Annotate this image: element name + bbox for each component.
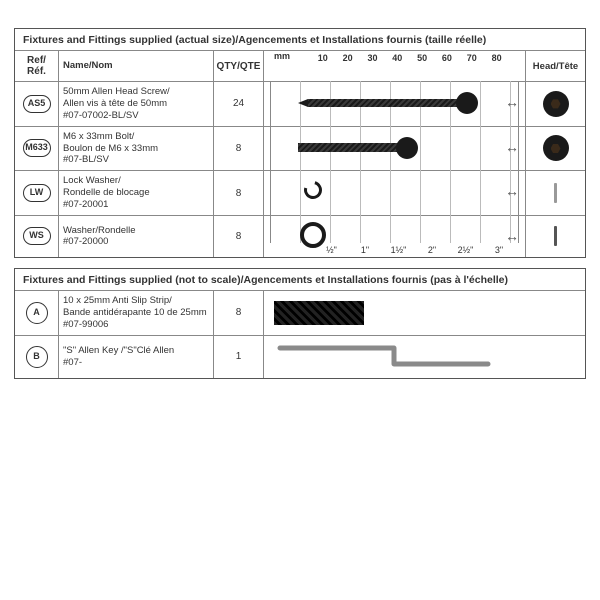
item-illustration: ↔ [264, 216, 525, 257]
item-name: M6 x 33mm Bolt/ Boulon de M6 x 33mm #07-… [59, 127, 214, 171]
table-row: WS Washer/Rondelle #07-20000 8 ↔ [15, 215, 585, 257]
hex-head-icon [543, 135, 569, 161]
washer-side-icon [554, 226, 557, 246]
item-illustration [264, 336, 585, 378]
hdr-ref: Ref/ Réf. [15, 51, 59, 81]
table-row: AS5 50mm Allen Head Screw/ Allen vis à t… [15, 81, 585, 126]
washer-side-icon [554, 183, 557, 203]
table-row: LW Lock Washer/ Rondelle de blocage #07-… [15, 170, 585, 215]
item-head [525, 127, 585, 171]
antislip-icon [274, 301, 364, 325]
table-row: A 10 x 25mm Anti Slip Strip/ Bande antid… [15, 290, 585, 335]
item-qty: 8 [214, 171, 264, 215]
item-illustration: ↔ [264, 82, 525, 126]
hdr-qty: QTY/QTE [214, 51, 264, 81]
item-qty: 8 [214, 127, 264, 171]
hex-head-icon [543, 91, 569, 117]
item-qty: 8 [214, 291, 264, 335]
hdr-ruler: mm 10 20 30 40 50 60 70 80 [264, 51, 525, 81]
ref-badge: B [26, 346, 48, 368]
washer-icon [300, 222, 326, 248]
item-head [525, 171, 585, 215]
ref-badge: A [26, 302, 48, 324]
item-illustration: ↔ [264, 127, 525, 171]
item-qty: 1 [214, 336, 264, 378]
table-row: B "S" Allen Key /"S"Clé Allen #07- 1 [15, 335, 585, 378]
mm-tick: 30 [367, 53, 377, 63]
mm-tick: 40 [392, 53, 402, 63]
ref-badge: WS [23, 227, 51, 245]
panel1-title: Fixtures and Fittings supplied (actual s… [15, 29, 585, 50]
item-illustration [264, 291, 585, 335]
ref-badge: LW [23, 184, 51, 202]
item-qty: 24 [214, 82, 264, 126]
table-header: Ref/ Réf. Name/Nom QTY/QTE mm 10 20 30 40 50… [15, 50, 585, 81]
mm-tick: 10 [318, 53, 328, 63]
lock-washer-icon [301, 178, 326, 203]
ref-badge: AS5 [23, 95, 51, 113]
table-row: M633 M6 x 33mm Bolt/ Boulon de M6 x 33mm… [15, 126, 585, 171]
item-qty: 8 [214, 216, 264, 257]
ref-badge: M633 [23, 139, 51, 157]
item-name: 10 x 25mm Anti Slip Strip/ Bande antidér… [59, 291, 214, 335]
item-name: Washer/Rondelle #07-20000 [59, 216, 214, 257]
mm-tick: 70 [467, 53, 477, 63]
mm-tick: 50 [417, 53, 427, 63]
item-name: 50mm Allen Head Screw/ Allen vis à tête … [59, 82, 214, 126]
hdr-name: Name/Nom [59, 51, 214, 81]
mm-tick: 20 [343, 53, 353, 63]
item-head [525, 216, 585, 257]
mm-label: mm [274, 51, 290, 61]
mm-tick: 60 [442, 53, 452, 63]
item-name: "S" Allen Key /"S"Clé Allen #07- [59, 336, 214, 378]
item-head [525, 82, 585, 126]
mm-tick: 80 [492, 53, 502, 63]
panel2-title: Fixtures and Fittings supplied (not to s… [15, 269, 585, 290]
item-name: Lock Washer/ Rondelle de blocage #07-200… [59, 171, 214, 215]
hdr-head: Head/Tête [525, 51, 585, 81]
item-illustration: ↔ [264, 171, 525, 215]
allen-key-icon [274, 340, 494, 374]
panel-actual-size: Fixtures and Fittings supplied (actual s… [14, 28, 586, 258]
panel-not-to-scale: Fixtures and Fittings supplied (not to s… [14, 268, 586, 379]
